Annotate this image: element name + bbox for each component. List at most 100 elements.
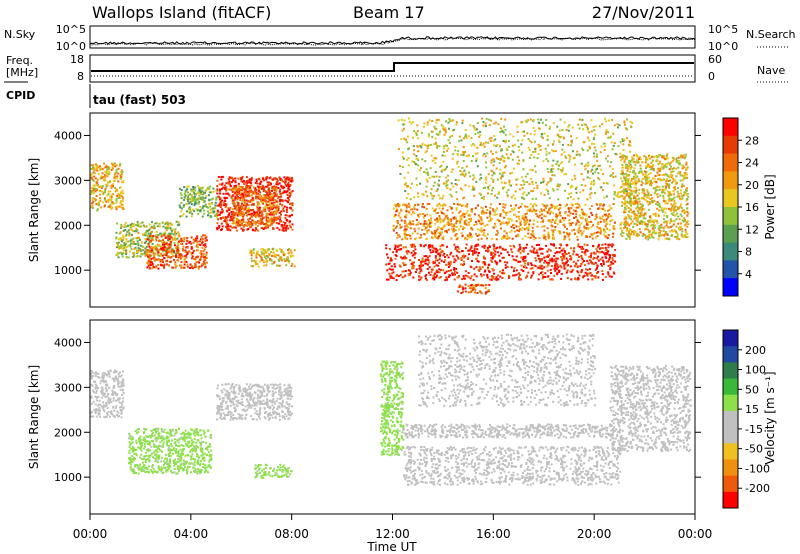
data-cell [591,168,594,171]
data-cell [475,257,478,260]
data-cell [448,141,451,144]
data-cell [211,197,214,200]
data-cell [520,176,523,179]
data-cell [132,237,135,240]
data-cell [93,169,96,172]
data-cell [252,202,255,205]
data-cell [575,253,578,256]
data-cell [576,229,579,232]
data-cell [392,251,395,254]
data-cell [420,263,423,266]
data-cell [603,203,605,206]
data-cell [462,275,465,278]
data-cell [506,195,509,198]
data-cell [563,173,566,176]
data-cell [257,215,260,218]
data-cell [466,203,469,206]
data-cell [554,269,557,272]
data-cell [609,136,612,139]
data-cell [568,233,571,236]
data-cell [592,179,595,182]
data-cell [290,191,293,194]
data-cell [425,190,427,193]
data-cell [577,259,580,262]
data-cell [558,251,561,254]
data-cell [201,186,204,189]
data-cell [447,147,450,150]
data-cell [442,235,445,238]
data-cell [143,252,146,255]
data-cell [497,158,500,160]
data-cell [128,234,131,237]
data-cell [170,223,173,226]
data-cell [559,264,562,267]
data-cell [243,191,246,194]
data-cell [442,160,445,163]
data-cell [107,190,110,193]
data-cell [282,221,285,224]
data-cell [557,269,560,272]
data-cell [103,178,106,181]
data-cell [601,217,603,220]
data-cell [498,145,501,148]
data-cell [405,204,408,207]
data-cell [430,230,433,233]
data-cell [157,234,160,237]
data-cell [480,219,483,222]
data-cell [197,198,200,201]
data-cell [569,265,572,268]
data-cell [534,257,537,259]
data-cell [411,265,414,268]
data-cell [413,253,415,256]
data-cell [395,279,398,282]
data-cell [446,149,449,152]
data-cell [175,246,178,249]
data-cell [455,238,458,241]
data-cell [485,176,488,179]
data-cell [285,264,288,267]
data-cell [507,140,510,143]
data-cell [563,223,566,226]
data-cell [426,147,429,150]
data-cell [275,193,278,196]
data-cell [485,181,488,184]
data-cell [594,218,597,221]
data-cell [442,151,445,153]
data-cell [516,229,519,232]
data-cell [291,204,294,207]
data-cell [413,227,416,230]
data-cell [423,245,426,248]
data-cell [110,206,113,209]
data-cell [629,184,631,187]
data-cell [229,215,232,218]
data-cell [252,192,255,195]
data-cell [445,229,448,232]
data-cell [585,218,588,221]
data-cell [190,188,193,191]
data-cell [473,267,476,270]
data-cell [196,240,199,243]
data-cell [480,237,483,240]
data-cell [284,183,287,186]
data-cell [287,251,290,254]
data-cell [444,129,447,132]
data-cell [124,243,127,245]
data-cell [413,212,416,214]
data-cell [269,193,271,196]
data-cell [98,189,101,192]
data-cell [580,162,583,165]
data-cell [394,245,397,248]
data-cell [547,233,550,236]
data-cell [142,233,144,236]
data-cell [613,124,616,127]
data-cell [567,197,569,200]
data-cell [209,185,212,188]
data-cell [565,253,568,255]
data-cell [555,215,558,218]
data-cell [422,216,425,219]
data-cell [430,225,433,228]
data-cell [422,193,425,196]
data-cell [504,128,507,131]
data-cell [494,253,497,256]
data-cell [452,255,455,258]
